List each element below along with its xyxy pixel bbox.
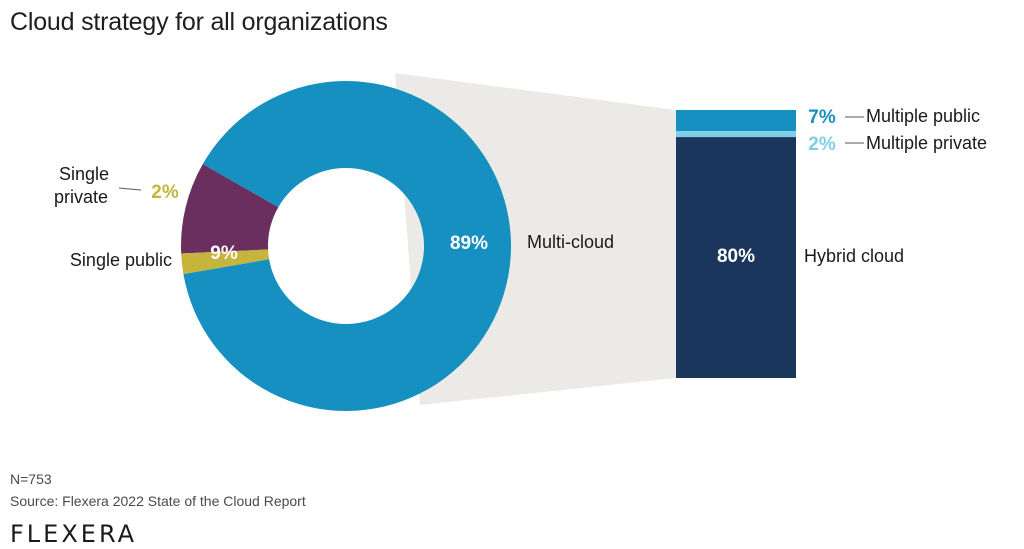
leader-line-single-private xyxy=(118,187,142,191)
value-multi-cloud: 89% xyxy=(450,233,488,254)
value-single-public: 9% xyxy=(210,243,238,264)
value-single-private: 2% xyxy=(151,182,179,203)
bar-segment-multiple-public xyxy=(676,110,796,132)
label-multiple-public: Multiple public xyxy=(866,106,980,126)
chart-title: Cloud strategy for all organizations xyxy=(10,8,388,36)
slice-single-private xyxy=(181,249,270,275)
flexera-logo: FLEXERA xyxy=(10,520,138,548)
bar-segment-hybrid-cloud xyxy=(676,137,796,378)
label-single-private-line1: Single xyxy=(59,164,109,184)
slice-single-public xyxy=(180,163,279,254)
stacked-bar xyxy=(676,110,796,378)
value-multiple-private: 2% xyxy=(808,134,836,155)
sample-size-note: N=753 xyxy=(10,471,52,487)
source-note: Source: Flexera 2022 State of the Cloud … xyxy=(10,493,306,509)
value-multiple-public: 7% xyxy=(808,107,836,128)
label-single-public: Single public xyxy=(70,250,172,270)
label-hybrid-cloud: Hybrid cloud xyxy=(804,246,904,266)
bar-segment-multiple-private xyxy=(676,131,796,138)
label-single-private-line2: private xyxy=(54,187,108,207)
label-multiple-private: Multiple private xyxy=(866,133,987,153)
donut-chart xyxy=(180,80,511,411)
label-multi-cloud: Multi-cloud xyxy=(527,232,614,252)
value-hybrid-cloud: 80% xyxy=(717,246,755,267)
slice-multi-cloud xyxy=(183,80,511,411)
